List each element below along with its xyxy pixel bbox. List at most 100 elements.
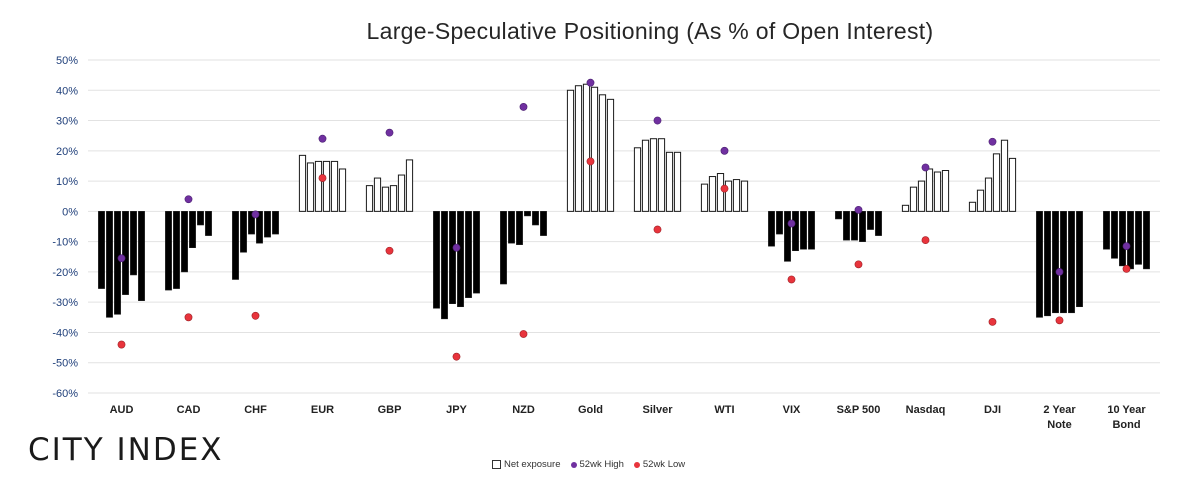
- bar-net-exposure: [540, 211, 547, 236]
- bar-net-exposure: [98, 211, 105, 289]
- legend-label-low: 52wk Low: [642, 459, 686, 470]
- x-tick-label: Gold: [578, 404, 603, 416]
- chart-title: Large-Speculative Positioning (As % of O…: [366, 18, 934, 44]
- bar-net-exposure: [901, 204, 910, 212]
- y-tick-label: 40%: [56, 85, 78, 97]
- bar-net-exposure: [859, 211, 866, 242]
- bar-net-exposure: [189, 211, 196, 248]
- x-tick-label: CAD: [177, 404, 201, 416]
- bar-net-exposure: [968, 201, 977, 212]
- point-52wk-high: [1122, 242, 1131, 251]
- x-tick-label: 2 Year: [1043, 404, 1076, 416]
- bar-net-exposure: [441, 211, 448, 320]
- point-52wk-low: [787, 275, 796, 284]
- bar-net-exposure: [784, 211, 791, 262]
- y-tick-label: -60%: [52, 388, 78, 400]
- bar-net-exposure: [1044, 211, 1051, 317]
- point-52wk-low: [854, 260, 863, 269]
- bar-net-exposure: [673, 151, 682, 212]
- bar-net-exposure: [130, 211, 137, 276]
- point-52wk-high: [854, 205, 863, 214]
- point-52wk-high: [653, 116, 662, 125]
- x-tick-label: NZD: [512, 404, 535, 416]
- bar-net-exposure: [181, 211, 188, 273]
- point-52wk-low: [117, 340, 126, 349]
- bar-net-exposure: [649, 138, 658, 212]
- bar-net-exposure: [173, 211, 180, 289]
- bar-net-exposure: [941, 170, 950, 212]
- bar-net-exposure: [373, 177, 382, 212]
- y-tick-label: -50%: [52, 358, 78, 370]
- bar-net-exposure: [1068, 211, 1075, 314]
- x-tick-label: JPY: [446, 404, 467, 416]
- bar-net-exposure: [1103, 211, 1110, 250]
- bar-net-exposure: [657, 138, 666, 212]
- bar-net-exposure: [264, 211, 271, 238]
- x-tick-label: Note: [1047, 419, 1071, 431]
- bar-net-exposure: [381, 186, 390, 212]
- bar-net-exposure: [574, 85, 583, 212]
- point-52wk-high: [586, 78, 595, 87]
- bar-net-exposure: [582, 83, 591, 212]
- y-tick-label: 50%: [56, 55, 78, 67]
- x-tick-label: Nasdaq: [906, 404, 946, 416]
- point-52wk-low: [921, 236, 930, 245]
- y-tick-label: 30%: [56, 116, 78, 128]
- bar-net-exposure: [590, 86, 599, 212]
- point-52wk-high: [1055, 268, 1064, 276]
- x-tick-label: Silver: [643, 404, 674, 416]
- point-52wk-high: [251, 210, 260, 219]
- point-52wk-low: [1055, 316, 1064, 325]
- legend-swatch-high: [570, 461, 577, 468]
- bar-net-exposure: [532, 211, 539, 226]
- bar-net-exposure: [716, 173, 725, 212]
- bar-net-exposure: [976, 189, 985, 212]
- x-tick-label: GBP: [378, 404, 402, 416]
- bar-net-exposure: [524, 211, 531, 217]
- bar-net-exposure: [272, 211, 279, 235]
- y-tick-label: -40%: [52, 327, 78, 339]
- bar-net-exposure: [473, 211, 480, 294]
- bar-net-exposure: [508, 211, 515, 244]
- y-tick-label: 10%: [56, 176, 78, 188]
- bar-net-exposure: [449, 211, 456, 304]
- point-52wk-high: [720, 146, 729, 155]
- bar-net-exposure: [122, 211, 129, 295]
- bar-net-exposure: [205, 211, 212, 236]
- y-tick-label: -30%: [52, 297, 78, 309]
- y-tick-label: -20%: [52, 267, 78, 279]
- legend-item-low: 52wk Low: [633, 459, 686, 470]
- bar-net-exposure: [330, 160, 339, 212]
- x-tick-label: EUR: [311, 404, 334, 416]
- bar-net-exposure: [1119, 211, 1126, 267]
- bar-net-exposure: [457, 211, 464, 308]
- bar-net-exposure: [867, 211, 874, 230]
- bar-net-exposure: [925, 168, 934, 212]
- x-tick-label: DJI: [984, 404, 1001, 416]
- point-52wk-high: [184, 195, 193, 204]
- bar-net-exposure: [875, 211, 882, 236]
- bar-net-exposure: [740, 180, 749, 212]
- bar-net-exposure: [1000, 139, 1009, 212]
- bar-net-exposure: [700, 183, 709, 212]
- bar-net-exposure: [598, 94, 607, 212]
- bar-net-exposure: [851, 211, 858, 241]
- bar-net-exposure: [1060, 211, 1067, 314]
- point-52wk-high: [318, 134, 327, 143]
- y-tick-label: 20%: [56, 146, 78, 158]
- y-tick-label: 0%: [62, 206, 78, 218]
- point-52wk-high: [519, 103, 528, 111]
- bar-net-exposure: [516, 211, 523, 245]
- legend-swatch-net: [492, 460, 501, 469]
- bar-net-exposure: [606, 98, 615, 212]
- bar-net-exposure: [1052, 211, 1059, 314]
- point-52wk-high: [921, 163, 930, 172]
- legend-label-high: 52wk High: [579, 459, 624, 470]
- bar-net-exposure: [776, 211, 783, 235]
- bar-net-exposure: [197, 211, 204, 226]
- legend-label-net: Net exposure: [504, 459, 561, 470]
- point-52wk-low: [251, 311, 260, 320]
- bar-net-exposure: [984, 177, 993, 212]
- bar-net-exposure: [992, 153, 1001, 212]
- bar-net-exposure: [917, 180, 926, 212]
